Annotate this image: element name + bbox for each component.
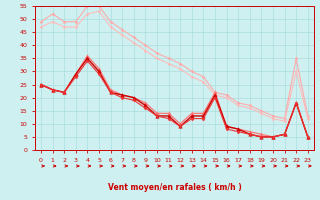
Text: Vent moyen/en rafales ( km/h ): Vent moyen/en rafales ( km/h ) <box>108 184 241 192</box>
